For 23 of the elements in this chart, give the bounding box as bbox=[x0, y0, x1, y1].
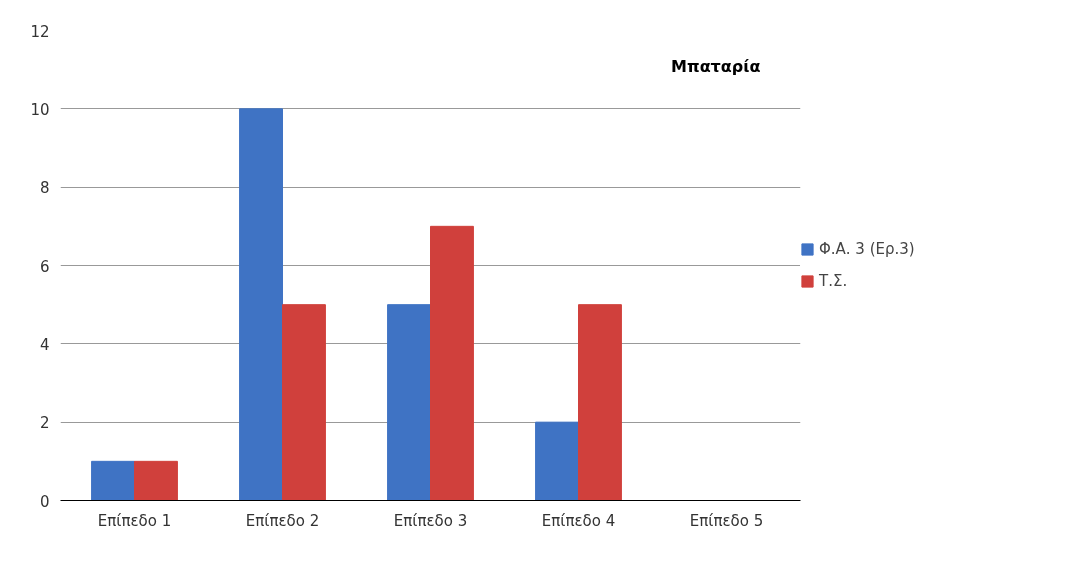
text: Μπαταρία bbox=[671, 56, 761, 76]
bar bbox=[430, 225, 474, 501]
bar bbox=[239, 108, 283, 501]
y-tick-label: 6 bbox=[39, 257, 50, 276]
y-tick-label: 0 bbox=[39, 492, 50, 511]
bar bbox=[91, 460, 135, 501]
y-tick-label: 8 bbox=[39, 179, 50, 198]
y-tick-label: 10 bbox=[30, 100, 50, 119]
bar bbox=[282, 304, 326, 501]
y-tick-label: 2 bbox=[39, 414, 50, 433]
legend-label: Τ.Σ. bbox=[819, 272, 848, 290]
legend-label: Φ.Α. 3 (Ερ.3) bbox=[819, 240, 915, 258]
y-tick-label: 12 bbox=[30, 22, 50, 41]
x-tick-label: Επίπεδο 1 bbox=[97, 511, 172, 530]
bar bbox=[535, 421, 579, 501]
bar bbox=[134, 460, 178, 501]
bar bbox=[387, 304, 431, 501]
x-tick-label: Επίπεδο 2 bbox=[245, 511, 320, 530]
x-tick-label: Επίπεδο 3 bbox=[393, 511, 468, 530]
x-tick-label: Επίπεδο 5 bbox=[689, 511, 764, 530]
x-tick-label: Επίπεδο 4 bbox=[541, 511, 616, 530]
bar bbox=[578, 304, 622, 501]
y-tick-label: 4 bbox=[39, 335, 50, 354]
